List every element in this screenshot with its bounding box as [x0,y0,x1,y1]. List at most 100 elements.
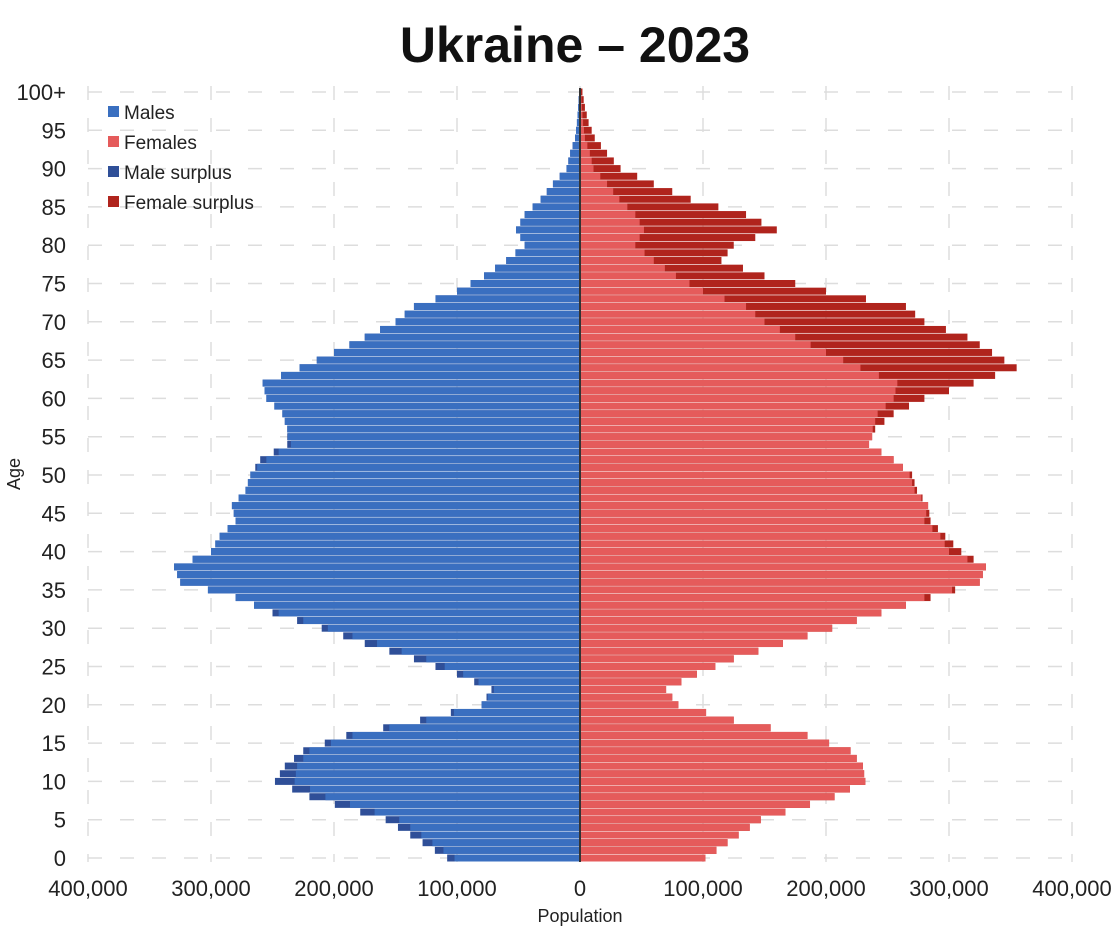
male-bar [576,119,580,127]
male-bar [278,448,580,456]
male-bar [254,601,581,609]
y-tick-label: 55 [42,425,66,450]
male-bar [559,172,580,180]
female-surplus-bar [580,234,756,242]
female-surplus-bar [580,88,583,96]
female-bar [580,548,949,556]
female-bar [580,823,750,831]
female-bar [580,609,882,617]
y-tick-label: 40 [42,540,66,565]
male-bar [233,509,580,517]
female-bar [580,318,765,326]
male-bar [570,149,580,157]
female-bar [580,463,903,471]
male-bar [426,716,580,724]
male-bar [278,609,580,617]
female-bar [580,310,756,318]
female-bar [580,264,665,272]
female-bar [580,739,830,747]
female-bar [580,708,707,716]
male-bar [349,800,580,808]
female-bar [580,126,584,134]
female-bar [580,195,620,203]
female-bar [580,287,703,295]
female-bar [580,257,654,265]
male-bars [174,88,581,862]
female-bar [580,165,594,173]
male-bar [413,302,580,310]
female-surplus-bar [580,149,608,157]
male-bar [180,578,580,586]
female-surplus-bar [580,119,589,127]
male-bar [287,433,580,441]
y-tick-label: 45 [42,501,66,526]
female-bar [580,341,811,349]
female-bar [580,846,717,854]
female-bar [580,302,747,310]
male-bar [364,333,580,341]
y-tick-label: 25 [42,655,66,680]
male-bar [552,180,580,188]
male-bar [245,486,580,494]
male-bar [421,831,580,839]
male-bar [566,165,580,173]
male-bar [524,211,580,219]
y-tick-label: 70 [42,310,66,335]
x-tick-label: 200,000 [294,876,374,901]
y-axis-label: Age [4,458,24,490]
male-bar [284,417,580,425]
male-bar [377,640,580,648]
male-bar [389,724,580,732]
x-tick-label: 300,000 [171,876,251,901]
male-bar [299,364,580,372]
female-bar [580,249,645,257]
male-bar [410,823,580,831]
female-bar [580,586,953,594]
male-bar [349,341,580,349]
female-bar [580,517,925,525]
legend-swatch [108,166,119,177]
female-bar [580,295,725,303]
female-bar [580,624,833,632]
female-bar [580,134,585,142]
female-bar [580,563,986,571]
male-bar [506,257,580,265]
legend-swatch [108,106,119,117]
female-surplus-bar [580,157,614,165]
y-tick-label: 15 [42,731,66,756]
female-surplus-bar [580,134,595,142]
female-bar [580,831,739,839]
x-axis-label: Population [537,906,622,926]
y-tick-label: 50 [42,463,66,488]
female-surplus-bar [580,172,638,180]
female-bar [580,364,861,372]
female-bar [580,678,682,686]
female-surplus-bar [580,111,587,119]
female-surplus-bar [580,188,673,196]
female-bar [580,180,608,188]
male-bar [334,348,580,356]
male-bar [238,494,581,502]
female-bar [580,785,850,793]
female-bar [580,747,851,755]
y-tick-label: 80 [42,233,66,258]
male-bar [380,325,580,333]
male-bar [524,241,580,249]
female-bar [580,770,865,778]
female-bar [580,555,968,563]
female-bar [580,632,808,640]
male-bar [374,808,580,816]
male-bar [287,425,580,433]
female-bar [580,571,983,579]
female-bar [580,410,878,418]
legend-label: Male surplus [124,163,232,184]
male-bar [401,647,580,655]
male-bar [453,708,580,716]
male-bar [310,785,580,793]
female-bar [580,471,910,479]
male-bar [235,594,580,602]
y-tick-label: 75 [42,272,66,297]
female-bar [580,578,980,586]
male-bar [515,249,580,257]
female-bar [580,172,601,180]
